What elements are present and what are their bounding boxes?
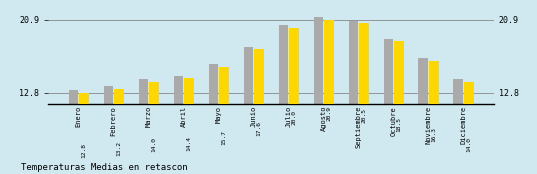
Bar bbox=[289, 28, 299, 174]
Bar bbox=[104, 86, 113, 174]
Text: 14.0: 14.0 bbox=[151, 137, 156, 152]
Text: 20.0: 20.0 bbox=[292, 110, 296, 125]
Bar bbox=[114, 89, 124, 174]
Bar bbox=[173, 76, 183, 174]
Bar bbox=[139, 79, 148, 174]
Text: 12.8: 12.8 bbox=[82, 143, 86, 158]
Bar bbox=[254, 49, 264, 174]
Bar bbox=[359, 23, 369, 174]
Bar bbox=[383, 39, 393, 174]
Text: 20.9: 20.9 bbox=[326, 106, 331, 121]
Bar bbox=[149, 82, 159, 174]
Bar bbox=[394, 41, 404, 174]
Bar bbox=[69, 90, 78, 174]
Bar bbox=[453, 79, 463, 174]
Bar bbox=[429, 61, 439, 174]
Bar bbox=[349, 21, 358, 174]
Text: 20.5: 20.5 bbox=[361, 108, 366, 123]
Bar bbox=[279, 25, 288, 174]
Text: 13.2: 13.2 bbox=[117, 141, 121, 156]
Text: Temperaturas Medias en retascon: Temperaturas Medias en retascon bbox=[21, 163, 188, 172]
Text: 17.6: 17.6 bbox=[257, 121, 262, 136]
Text: 16.3: 16.3 bbox=[431, 127, 437, 142]
Bar bbox=[244, 47, 253, 174]
Bar bbox=[464, 82, 474, 174]
Bar bbox=[324, 20, 334, 174]
Text: 18.5: 18.5 bbox=[396, 117, 401, 132]
Bar bbox=[184, 78, 194, 174]
Bar bbox=[418, 58, 429, 174]
Bar bbox=[208, 64, 219, 174]
Text: 14.4: 14.4 bbox=[186, 136, 192, 151]
Bar bbox=[79, 93, 89, 174]
Bar bbox=[219, 66, 229, 174]
Text: 14.0: 14.0 bbox=[466, 137, 471, 152]
Bar bbox=[314, 17, 323, 174]
Text: 15.7: 15.7 bbox=[221, 130, 227, 145]
